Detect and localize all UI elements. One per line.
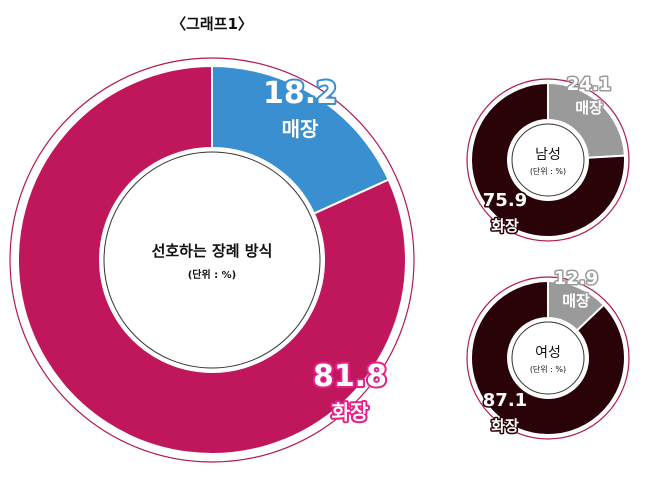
total-slice-store xyxy=(211,64,390,215)
female-center-unit: (단위 : %) xyxy=(530,364,566,374)
female-cremation-value-label: 87.1 xyxy=(483,390,527,411)
figure-title: 〈그래프1〉 xyxy=(171,15,253,33)
female-store-category-label: 매장 xyxy=(562,292,590,310)
female-cremation-category-label: 화장 xyxy=(491,417,519,435)
female-center-title: 여성 xyxy=(535,345,561,361)
male-center-title: 남성 xyxy=(535,147,561,163)
female-donut-hole xyxy=(511,321,585,395)
total-donut-hole xyxy=(103,151,321,369)
total-cremation-category-label: 화장 xyxy=(332,400,369,424)
total-center-unit: (단위 : %) xyxy=(188,268,237,281)
male-center-unit: (단위 : %) xyxy=(530,166,566,176)
male-store-value-label: 24.1 xyxy=(567,74,611,95)
male-store-category-label: 매장 xyxy=(575,99,603,117)
total-cremation-value-label: 81.8 xyxy=(313,359,387,394)
male-donut-hole xyxy=(511,123,585,197)
total-slice-cremation xyxy=(17,64,407,455)
total-store-category-label: 매장 xyxy=(282,117,319,141)
male-slice-cremation xyxy=(470,81,626,238)
female-store-value-label: 12.9 xyxy=(554,268,598,289)
male-cremation-value-label: 75.9 xyxy=(483,190,527,211)
total-center-title: 선호하는 장례 방식 xyxy=(152,242,273,260)
female-slice-cremation xyxy=(470,279,626,436)
total-store-value-label: 18.2 xyxy=(263,76,337,111)
male-cremation-category-label: 화장 xyxy=(491,217,519,235)
